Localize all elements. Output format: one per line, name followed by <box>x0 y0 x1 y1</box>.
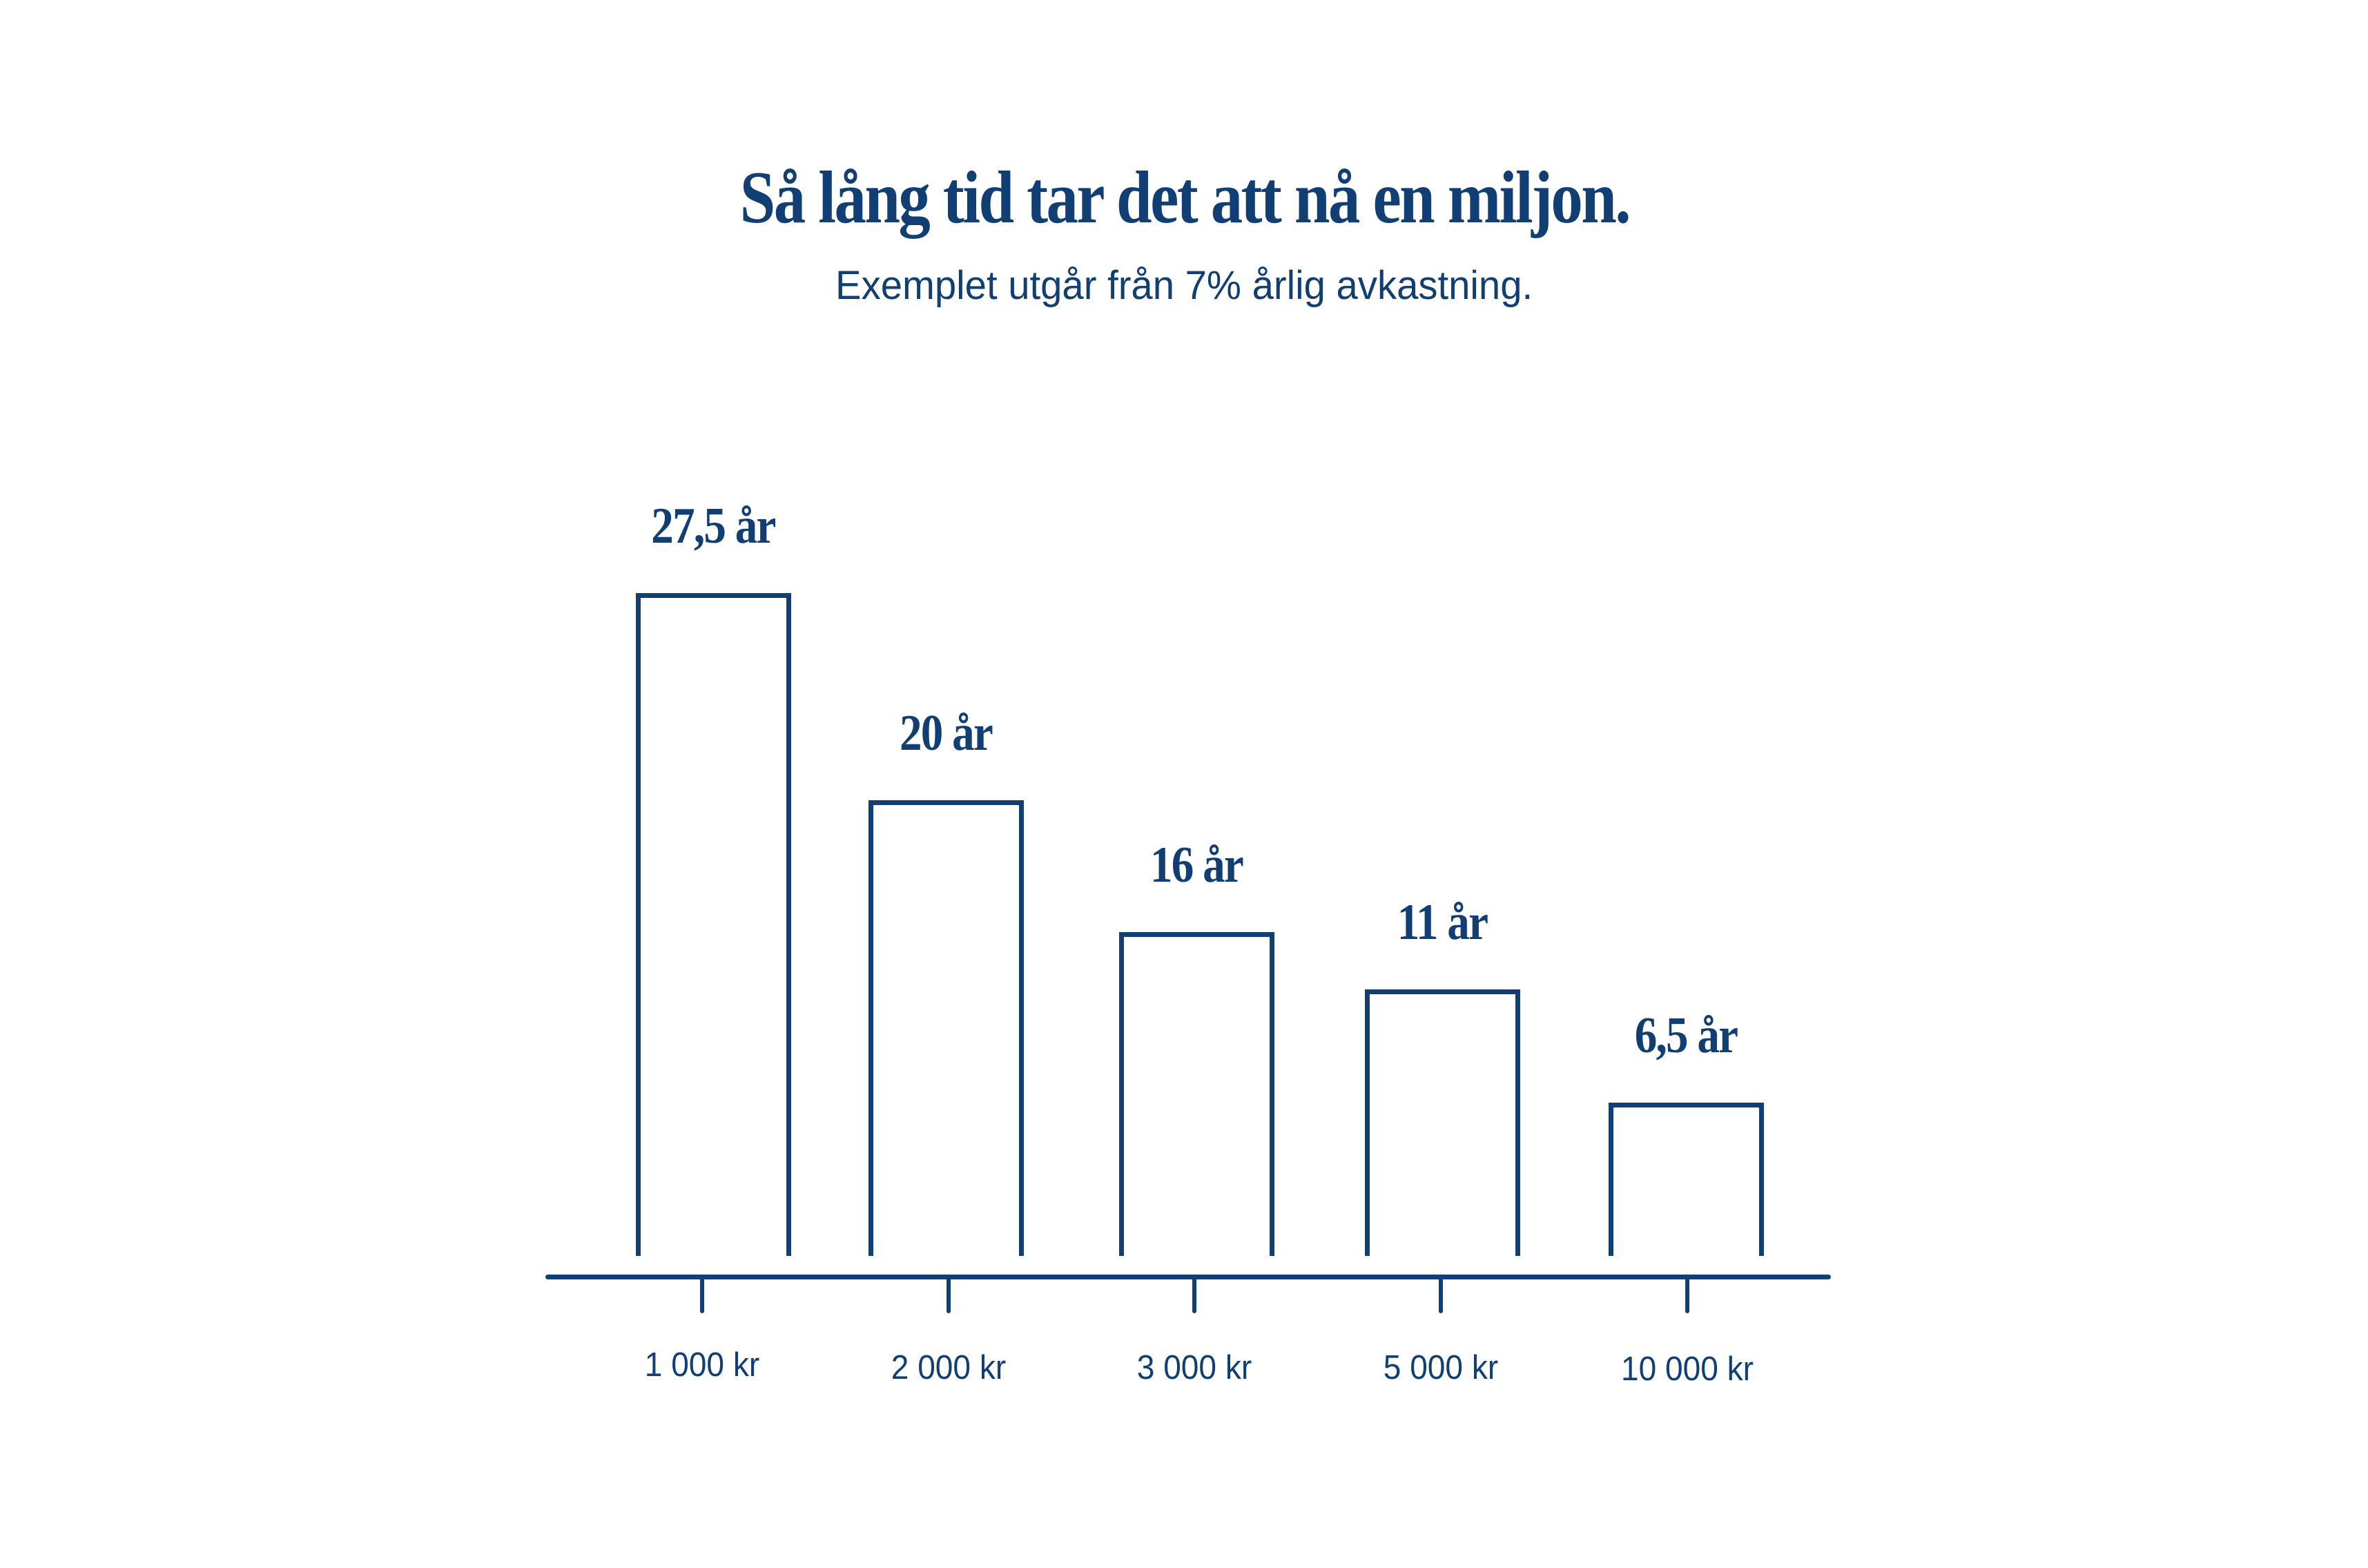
x-axis-label: 1 000 kr <box>644 1346 760 1384</box>
x-axis-tick <box>1685 1277 1689 1313</box>
bar-value-label: 6,5 år <box>1634 1007 1738 1064</box>
x-axis-tick <box>1192 1277 1196 1313</box>
x-axis-label: 3 000 kr <box>1136 1349 1252 1386</box>
x-axis-line <box>545 1275 1831 1279</box>
chart-subtitle: Exemplet utgår från 7% årlig avkastning. <box>835 263 1533 308</box>
bar-5000kr <box>1365 989 1520 1256</box>
bar-10000kr <box>1609 1103 1764 1256</box>
bar-3000kr <box>1119 932 1274 1256</box>
bar-value-label: 16 år <box>1149 837 1244 893</box>
x-axis-tick <box>1439 1277 1443 1313</box>
bar-value-label: 20 år <box>899 705 993 762</box>
x-axis-tick <box>700 1277 704 1313</box>
x-axis-label: 2 000 kr <box>891 1349 1007 1386</box>
x-axis-label: 10 000 kr <box>1620 1351 1754 1388</box>
chart-title: Så lång tid tar det att nå en miljon. <box>739 157 1631 239</box>
x-axis-label: 5 000 kr <box>1383 1349 1499 1386</box>
bar-2000kr <box>868 800 1024 1256</box>
bar-1000kr <box>636 593 791 1256</box>
bar-value-label: 27,5 år <box>651 498 776 554</box>
bar-value-label: 11 år <box>1397 894 1488 951</box>
x-axis-tick <box>947 1277 951 1313</box>
